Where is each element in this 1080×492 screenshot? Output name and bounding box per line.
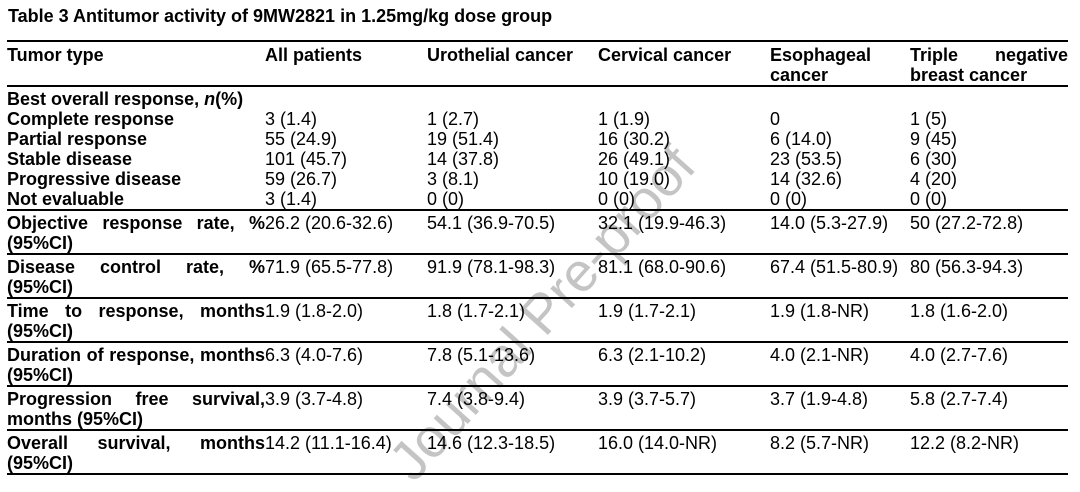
row-label: Progression free survival, months (95%CI… — [7, 389, 265, 429]
header-row: Tumor type All patients Urothelial cance… — [7, 41, 1068, 86]
italic-n: n — [204, 89, 216, 109]
cell-tnbc: 6 (30) — [910, 149, 958, 169]
cell-tnbc: 0 (0) — [910, 189, 948, 209]
cell-cervical: 32.1 (19.9-46.3) — [598, 213, 727, 233]
cell-urothelial: 7.8 (5.1-13.6) — [427, 345, 536, 365]
table-row-time-to-response: Time to response, months (95%CI) 1.9 (1.… — [7, 298, 1068, 342]
cell-tnbc: 12.2 (8.2-NR) — [910, 433, 1020, 453]
cell-tnbc: 80 (56.3-94.3) — [910, 257, 1024, 277]
table-row-duration-of-response: Duration of response, months (95%CI) 6.3… — [7, 342, 1068, 386]
cell-tnbc: 4.0 (2.7-7.6) — [910, 345, 1009, 365]
antitumor-activity-table: Tumor type All patients Urothelial cance… — [7, 40, 1068, 475]
table-row-objective-response-rate: Objective response rate, % (95%CI) 26.2 … — [7, 210, 1068, 254]
cell-cervical: 16.0 (14.0-NR) — [598, 433, 718, 453]
cell-urothelial: 3 (8.1) — [427, 169, 480, 189]
section-header-best-overall-response: Best overall response, n(%) — [7, 86, 1068, 109]
table-row-stable-disease: Stable disease 101 (45.7) 14 (37.8) 26 (… — [7, 149, 1068, 169]
table-row-progression-free-survival: Progression free survival, months (95%CI… — [7, 386, 1068, 430]
row-label: Time to response, months (95%CI) — [7, 301, 265, 341]
cell-urothelial: 19 (51.4) — [427, 129, 500, 149]
cell-esophageal: 1.9 (1.8-NR) — [770, 301, 870, 321]
cell-all-patients: 1.9 (1.8-2.0) — [265, 301, 364, 321]
cell-all-patients: 3 (1.4) — [265, 109, 318, 129]
row-label: Progressive disease — [7, 169, 182, 189]
cell-all-patients: 6.3 (4.0-7.6) — [265, 345, 364, 365]
cell-esophageal: 8.2 (5.7-NR) — [770, 433, 870, 453]
cell-tnbc: 1.8 (1.6-2.0) — [910, 301, 1009, 321]
cell-esophageal: 14.0 (5.3-27.9) — [770, 213, 889, 233]
cell-tnbc: 4 (20) — [910, 169, 958, 189]
column-header-urothelial-cancer: Urothelial cancer — [427, 45, 574, 65]
cell-cervical: 0 (0) — [598, 189, 636, 209]
cell-urothelial: 14 (37.8) — [427, 149, 500, 169]
row-label: Not evaluable — [7, 189, 125, 209]
cell-esophageal: 3.7 (1.9-4.8) — [770, 389, 869, 409]
column-header-all-patients: All patients — [265, 45, 363, 65]
row-label: Objective response rate, % (95%CI) — [7, 213, 265, 253]
cell-all-patients: 3.9 (3.7-4.8) — [265, 389, 364, 409]
cell-cervical: 3.9 (3.7-5.7) — [598, 389, 697, 409]
cell-tnbc: 9 (45) — [910, 129, 958, 149]
cell-cervical: 1 (1.9) — [598, 109, 651, 129]
cell-all-patients: 55 (24.9) — [265, 129, 338, 149]
cell-urothelial: 1.8 (1.7-2.1) — [427, 301, 526, 321]
section-header-suffix: (%) — [215, 89, 244, 109]
column-header-tnbc: Triple negative breast cancer — [910, 45, 1068, 85]
row-label: Stable disease — [7, 149, 133, 169]
cell-cervical: 10 (19.0) — [598, 169, 671, 189]
table-row-progressive-disease: Progressive disease 59 (26.7) 3 (8.1) 10… — [7, 169, 1068, 189]
cell-urothelial: 91.9 (78.1-98.3) — [427, 257, 556, 277]
table-row-disease-control-rate: Disease control rate, % (95%CI) 71.9 (65… — [7, 254, 1068, 298]
table-row-complete-response: Complete response 3 (1.4) 1 (2.7) 1 (1.9… — [7, 109, 1068, 129]
cell-urothelial: 7.4 (3.8-9.4) — [427, 389, 526, 409]
cell-esophageal: 4.0 (2.1-NR) — [770, 345, 870, 365]
column-header-tumor-type: Tumor type — [7, 45, 104, 65]
cell-all-patients: 3 (1.4) — [265, 189, 318, 209]
row-label: Partial response — [7, 129, 148, 149]
cell-cervical: 1.9 (1.7-2.1) — [598, 301, 697, 321]
cell-cervical: 16 (30.2) — [598, 129, 671, 149]
cell-cervical: 26 (49.1) — [598, 149, 671, 169]
row-label: Overall survival, months (95%CI) — [7, 433, 265, 473]
cell-all-patients: 14.2 (11.1-16.4) — [265, 433, 392, 453]
cell-all-patients: 26.2 (20.6-32.6) — [265, 213, 394, 233]
row-label: Duration of response, months (95%CI) — [7, 345, 265, 385]
cell-esophageal: 67.4 (51.5-80.9) — [770, 257, 899, 277]
cell-all-patients: 101 (45.7) — [265, 149, 348, 169]
cell-urothelial: 1 (2.7) — [427, 109, 480, 129]
row-label: Disease control rate, % (95%CI) — [7, 257, 265, 297]
cell-esophageal: 6 (14.0) — [770, 129, 833, 149]
cell-esophageal: 23 (53.5) — [770, 149, 843, 169]
column-header-esophageal-cancer: Esophageal cancer — [770, 45, 872, 85]
section-header-text: Best overall response, — [7, 89, 205, 109]
cell-cervical: 81.1 (68.0-90.6) — [598, 257, 727, 277]
row-label: Complete response — [7, 109, 175, 129]
cell-urothelial: 14.6 (12.3-18.5) — [427, 433, 556, 453]
cell-all-patients: 71.9 (65.5-77.8) — [265, 257, 394, 277]
table-row-overall-survival: Overall survival, months (95%CI) 14.2 (1… — [7, 430, 1068, 474]
cell-tnbc: 50 (27.2-72.8) — [910, 213, 1024, 233]
table-row-partial-response: Partial response 55 (24.9) 19 (51.4) 16 … — [7, 129, 1068, 149]
cell-tnbc: 5.8 (2.7-7.4) — [910, 389, 1009, 409]
section-header-row: Best overall response, n(%) — [7, 86, 1068, 109]
table-row-not-evaluable: Not evaluable 3 (1.4) 0 (0) 0 (0) 0 (0) … — [7, 189, 1068, 210]
cell-urothelial: 0 (0) — [427, 189, 465, 209]
cell-esophageal: 0 — [770, 109, 781, 129]
cell-esophageal: 14 (32.6) — [770, 169, 843, 189]
column-header-cervical-cancer: Cervical cancer — [598, 45, 732, 65]
cell-tnbc: 1 (5) — [910, 109, 948, 129]
cell-cervical: 6.3 (2.1-10.2) — [598, 345, 707, 365]
cell-all-patients: 59 (26.7) — [265, 169, 338, 189]
cell-urothelial: 54.1 (36.9-70.5) — [427, 213, 556, 233]
table-title: Table 3 Antitumor activity of 9MW2821 in… — [8, 6, 553, 26]
cell-esophageal: 0 (0) — [770, 189, 808, 209]
